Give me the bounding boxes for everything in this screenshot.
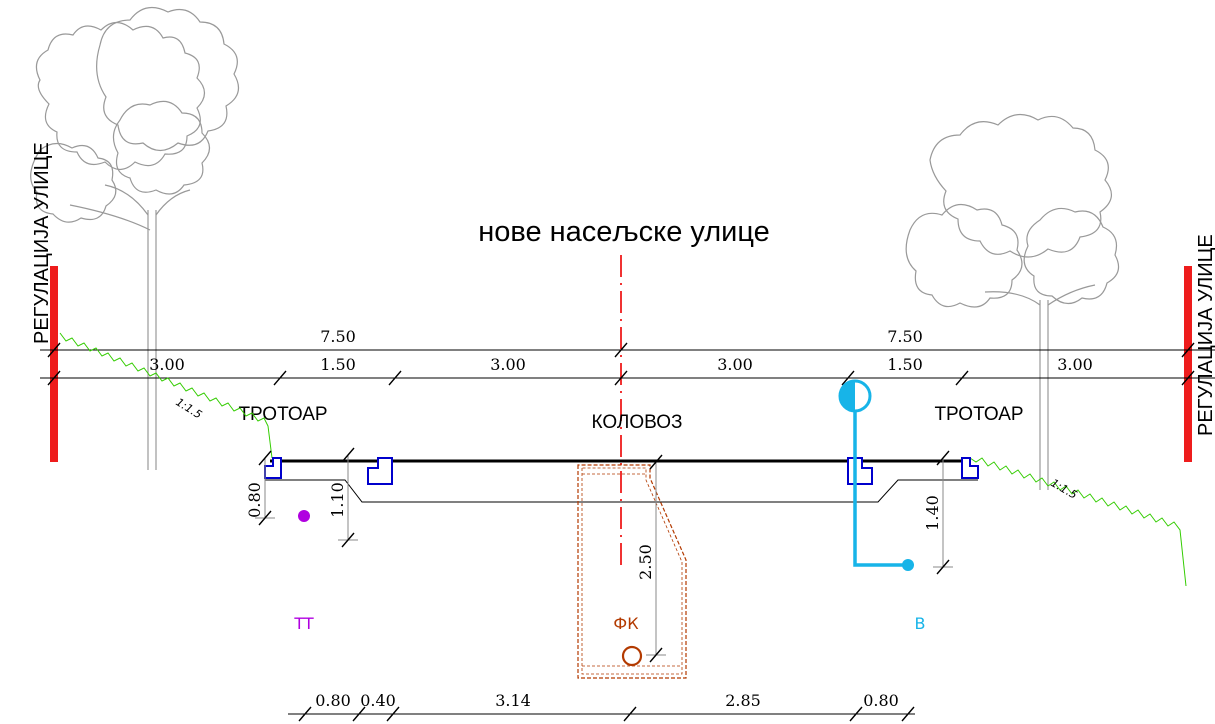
dim-total-left: 7.50	[320, 327, 356, 346]
dim-bottom: 3.14	[495, 691, 531, 710]
terrain-slope-left	[59, 332, 273, 459]
slope-label-left: 1:1.5	[173, 396, 204, 422]
dim-bottom: 0.40	[360, 691, 396, 710]
tree-left-icon	[30, 6, 240, 470]
label-sidewalk-left: ТРОТОАР	[238, 404, 327, 425]
telecom-cable	[298, 510, 310, 522]
dim-vertical-sewer: 2.50	[636, 544, 655, 580]
label-sidewalk-right: ТРОТОАР	[934, 404, 1023, 425]
dim-vertical-right: 1.40	[923, 495, 942, 531]
dim-vertical-left-inner: 1.10	[328, 482, 347, 518]
utility-label-v: B	[915, 614, 926, 633]
sewer-trench-inner	[581, 467, 683, 675]
drawing-title: нове насељске улице	[478, 216, 770, 248]
label-roadway: КОЛОВОЗ	[592, 412, 683, 433]
vertical-dimension-ticks	[258, 447, 950, 663]
sewer-pipe	[621, 645, 643, 667]
top-dimension-lines	[40, 349, 1215, 379]
dim-segment: 3.00	[1057, 355, 1093, 374]
terrain-slope-right	[969, 457, 1187, 587]
dim-bottom: 2.85	[725, 691, 761, 710]
pavement-subbase	[265, 479, 978, 503]
slope-label-right: 1:1.5	[1049, 476, 1080, 501]
regulation-label-left: РЕГУЛАЦИЈА УЛИЦЕ	[31, 142, 53, 344]
dim-bottom: 0.80	[863, 691, 899, 710]
dim-segment: 3.00	[490, 355, 526, 374]
utility-label-tt: TT	[293, 614, 313, 633]
dim-segment: 3.00	[149, 355, 185, 374]
curb-stones	[264, 457, 979, 485]
sewer-trench	[577, 464, 687, 679]
utility-label-fk: ФК	[613, 614, 639, 633]
dim-segment: 3.00	[717, 355, 753, 374]
regulation-line-right	[1184, 266, 1192, 462]
regulation-line-left	[50, 266, 58, 462]
dim-segment: 1.50	[320, 355, 356, 374]
regulation-label-right: РЕГУЛАЦИЈА УЛИЦЕ	[1195, 234, 1215, 436]
water-line	[838, 379, 914, 571]
dim-segment: 1.50	[887, 355, 923, 374]
tree-right-icon	[905, 114, 1120, 490]
dim-vertical-left-outer: 0.80	[245, 482, 264, 518]
dim-bottom: 0.80	[315, 691, 351, 710]
dim-total-right: 7.50	[887, 327, 923, 346]
